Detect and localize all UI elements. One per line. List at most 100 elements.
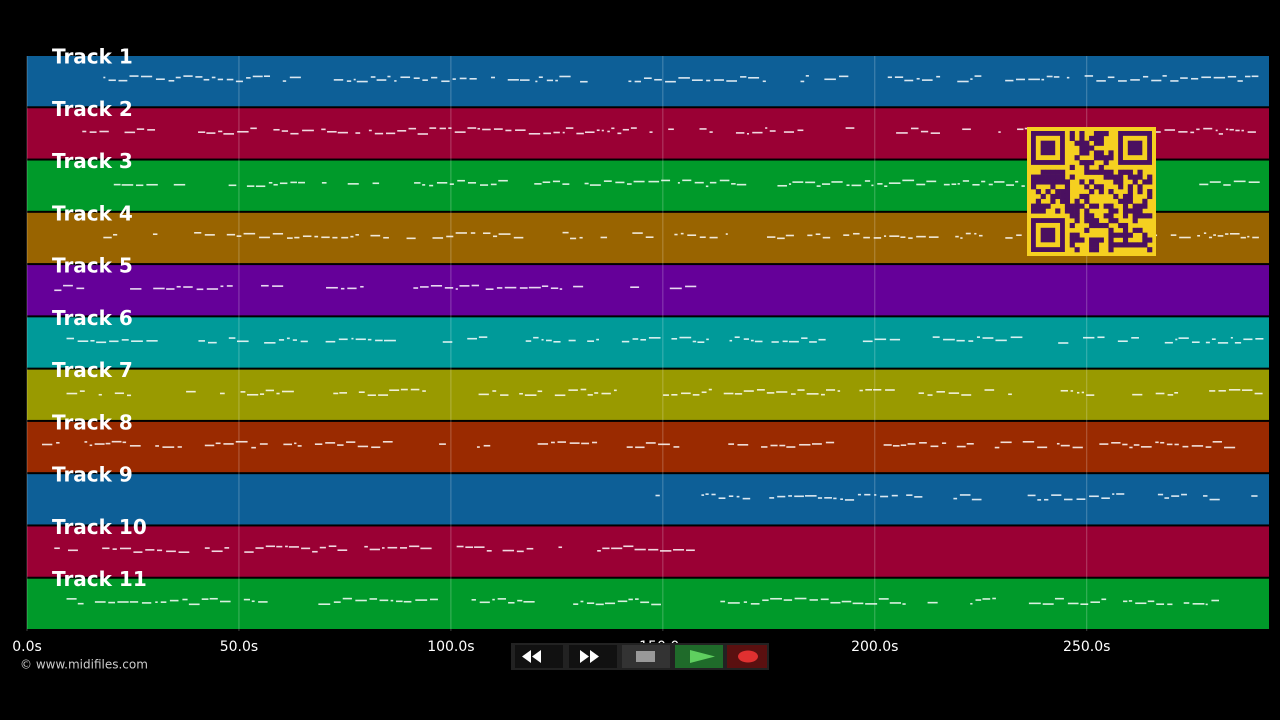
note [82,130,87,133]
note [1183,602,1190,604]
note [228,184,237,187]
note [224,547,230,549]
note [649,131,653,133]
qr-cell [1113,174,1119,180]
note [77,340,89,343]
qr-cell [1084,184,1090,190]
qr-cell [1132,174,1138,180]
qr-cell [1069,213,1075,219]
note [326,286,338,289]
note [166,550,176,553]
qr-cell [1055,193,1061,200]
note [1237,80,1243,82]
rewind-button[interactable] [515,645,563,668]
note [844,499,855,501]
note [756,389,765,391]
note [246,393,259,396]
note [682,179,692,182]
note [680,232,684,235]
note [1042,603,1054,605]
note [276,392,280,395]
qr-cell [1045,189,1051,195]
note [372,182,380,185]
qr-cell [1040,193,1046,200]
note [943,338,955,341]
qr-cell [1031,179,1037,185]
note [1101,497,1110,500]
note [955,235,959,238]
note [782,340,788,343]
note [840,498,843,500]
note [204,234,215,236]
note [783,599,793,601]
qr-cell [1122,198,1129,204]
note [708,388,712,391]
note [250,127,257,130]
note [415,599,428,601]
note [374,132,384,135]
record-button[interactable] [727,645,767,668]
note [971,498,982,501]
note [498,233,511,235]
note [902,179,915,182]
note [889,602,901,604]
qr-cell [1050,179,1056,185]
play-button[interactable] [675,645,723,668]
note [430,285,443,287]
track-row [27,578,1269,629]
note [908,237,913,239]
note [811,443,822,445]
note [1223,184,1231,186]
note [497,598,507,600]
qr-cell [1069,135,1075,141]
qr-cell [1069,208,1075,214]
qr-cell [1118,179,1124,185]
track-name: Track 1 [52,45,133,69]
note [155,601,158,603]
qr-cell [1127,169,1133,175]
qr-cell [1089,189,1095,195]
forward-button[interactable] [569,645,617,668]
note [108,79,116,82]
qr-cell [1122,242,1129,248]
note [206,288,219,290]
note [1191,445,1204,447]
note [268,181,273,184]
note [630,127,637,129]
qr-cell [1069,203,1075,209]
note [884,185,888,187]
note [750,603,760,605]
qr-cell [1074,155,1080,161]
qr-cell [1147,179,1153,185]
note [1058,342,1069,344]
qr-cell [1103,203,1109,209]
note [1037,446,1048,449]
note [960,237,963,239]
note [279,182,288,185]
note [1229,128,1234,131]
note [1170,234,1177,236]
note [783,131,794,133]
note [493,128,503,130]
note [634,548,646,551]
note [327,130,337,133]
note [889,338,901,341]
note [709,236,718,239]
note [500,394,509,396]
qr-cell [1108,247,1114,253]
note [765,127,768,129]
note [96,341,107,344]
note [568,389,578,391]
qr-cell [1122,237,1129,243]
note [452,78,456,80]
note [1005,79,1014,82]
x-tick-label: 50.0s [220,639,258,655]
qr-cell [1113,193,1119,200]
qr-cell [1108,150,1114,156]
note [332,236,338,239]
stop-button[interactable] [622,645,670,668]
note [389,389,400,392]
note [272,232,284,235]
note [422,79,428,81]
qr-cell [1103,160,1109,166]
